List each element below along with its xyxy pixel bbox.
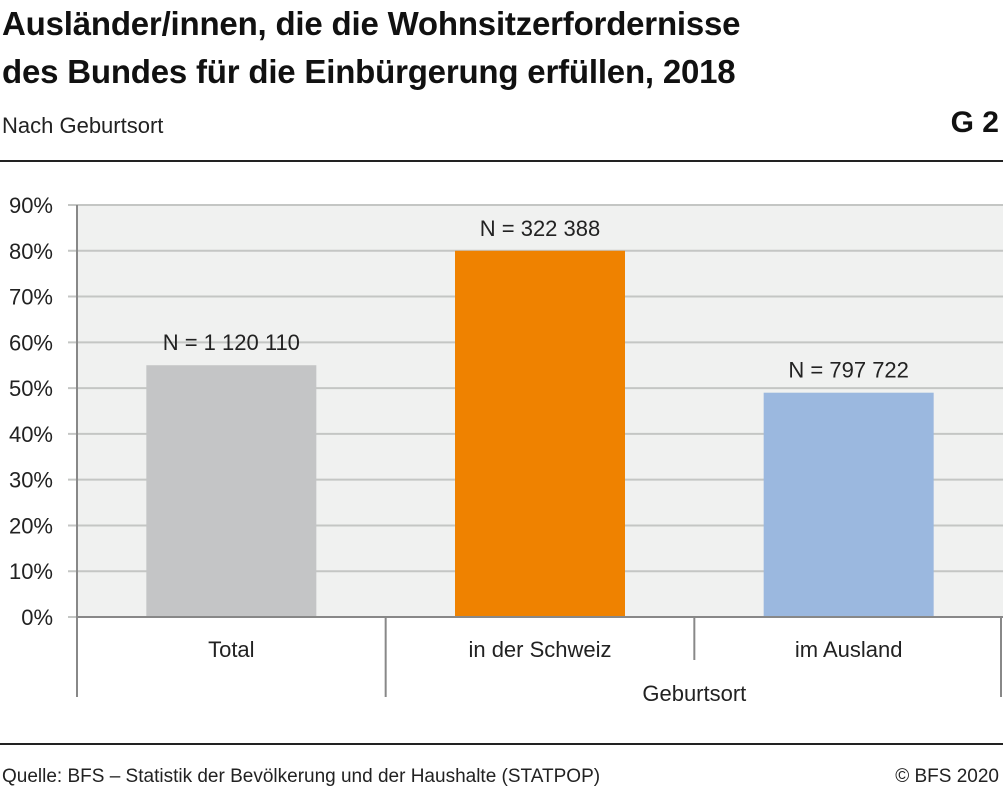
bars bbox=[146, 250, 934, 617]
bar bbox=[146, 365, 317, 617]
y-tick-label: 0% bbox=[21, 605, 53, 630]
bar bbox=[455, 250, 625, 617]
chart-subtitle: Nach Geburtsort bbox=[2, 113, 164, 138]
y-tick-label: 10% bbox=[9, 559, 53, 584]
x-tick-label: in der Schweiz bbox=[468, 637, 611, 662]
footer-rule bbox=[0, 743, 1003, 745]
header-rule bbox=[0, 160, 1003, 162]
y-tick-label: 40% bbox=[9, 422, 53, 447]
y-tick-label: 70% bbox=[9, 285, 53, 310]
chart-title: Ausländer/innen, die die Wohnsitzerforde… bbox=[2, 0, 902, 96]
bar bbox=[763, 392, 934, 617]
source-note: Quelle: BFS – Statistik der Bevölkerung … bbox=[2, 766, 601, 787]
y-tick-label: 30% bbox=[9, 468, 53, 493]
y-tick-label: 60% bbox=[9, 330, 53, 355]
data-labels: N = 1 120 110 N = 322 388 N = 797 722 bbox=[163, 216, 909, 383]
title-line-2: des Bundes für die Einbürgerung erfüllen… bbox=[2, 53, 736, 90]
y-axis-ticks: 0% 10% 20% 30% 40% 50% 60% 70% 80% 90% bbox=[9, 193, 53, 630]
graphic-number: G 2 bbox=[950, 106, 999, 139]
data-label: N = 797 722 bbox=[788, 358, 908, 383]
x-axis-title: Geburtsort bbox=[642, 681, 746, 706]
x-tick-label: Total bbox=[208, 637, 254, 662]
y-tick-label: 20% bbox=[9, 513, 53, 538]
copyright: © BFS 2020 bbox=[895, 766, 999, 787]
y-tick-label: 90% bbox=[9, 193, 53, 218]
x-axis: Total in der Schweiz im Ausland bbox=[76, 205, 1003, 697]
data-label: N = 322 388 bbox=[480, 216, 600, 241]
y-tick-label: 50% bbox=[9, 376, 53, 401]
y-tick-label: 80% bbox=[9, 239, 53, 264]
data-label: N = 1 120 110 bbox=[163, 330, 300, 355]
x-tick-label: im Ausland bbox=[795, 637, 903, 662]
title-line-1: Ausländer/innen, die die Wohnsitzerforde… bbox=[2, 5, 741, 42]
